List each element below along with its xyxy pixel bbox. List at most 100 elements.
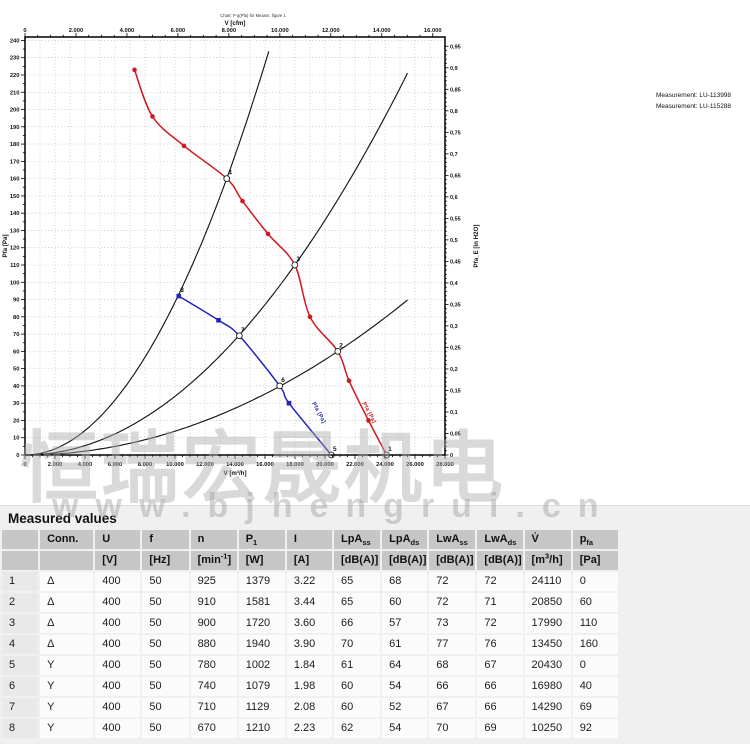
- svg-text:100: 100: [10, 280, 20, 286]
- table-cell: 54: [382, 719, 428, 738]
- table-cell: 880: [190, 635, 237, 654]
- data-point: [216, 317, 221, 323]
- svg-text:210: 210: [10, 90, 20, 96]
- row-number: 1: [2, 572, 39, 591]
- svg-text:30: 30: [13, 401, 19, 407]
- svg-text:170: 170: [10, 159, 20, 165]
- svg-text:80: 80: [13, 315, 19, 321]
- table-cell: 50: [142, 656, 189, 675]
- measurement-labels: Measurement: LU-113998 Measurement: LU-1…: [656, 90, 731, 112]
- row-number: 3: [2, 614, 39, 633]
- table-cell: 1.98: [286, 677, 332, 696]
- table-cell: 61: [382, 635, 428, 654]
- table-cell: 400: [95, 614, 141, 633]
- table-cell: 66: [429, 677, 476, 696]
- svg-text:14.000: 14.000: [226, 462, 244, 468]
- svg-text:140: 140: [10, 211, 20, 217]
- data-point: [176, 293, 182, 299]
- table-cell: 670: [190, 719, 237, 738]
- table-cell: 400: [95, 677, 141, 696]
- table-cell: 66: [477, 677, 523, 696]
- table-cell: 72: [429, 593, 476, 612]
- table-cell: 61: [333, 656, 381, 675]
- svg-text:20.000: 20.000: [316, 462, 334, 468]
- table-cell: 1129: [238, 698, 285, 717]
- data-point: [307, 314, 313, 320]
- table-cell: 50: [142, 572, 189, 591]
- fan-performance-chart: 4 3 2 1 Pfa [Pa] 8 7 6 5 Pfa [Pa] 0 2.000 4.000 6.000…: [2, 13, 731, 477]
- svg-text:8.000: 8.000: [222, 28, 237, 34]
- svg-text:160: 160: [10, 177, 20, 183]
- svg-text:70: 70: [13, 332, 19, 338]
- column-header: LpAds: [382, 530, 428, 549]
- column-header: [2, 530, 39, 549]
- table-cell: 110: [572, 614, 618, 633]
- table-cell: 52: [382, 698, 428, 717]
- table-cell: 2.23: [286, 719, 332, 738]
- fan-curve-star-label: Pfa [Pa]: [310, 401, 326, 424]
- table-cell: 24110: [524, 572, 571, 591]
- svg-text:28.000: 28.000: [436, 462, 454, 468]
- table-cell: 60: [333, 698, 381, 717]
- axes: 0 2.000 4.000 6.000 8.000 10.000 12.000 14.000 1…: [2, 13, 480, 477]
- row-number: 5: [2, 656, 39, 675]
- table-row: 7 Y 400 50 710 1129 2.08 60 52 67 66 14290 69: [2, 698, 618, 717]
- table-cell: 780: [190, 656, 237, 675]
- system-curve-points-2-6: [25, 299, 408, 456]
- point-number-3: 3: [296, 256, 300, 263]
- column-header: pfa: [572, 530, 618, 549]
- table-cell: 14290: [524, 698, 571, 717]
- table-cell: 64: [382, 656, 428, 675]
- table-cell: 76: [477, 635, 523, 654]
- table-cell: 70: [429, 719, 476, 738]
- column-header: [W]: [238, 551, 285, 570]
- svg-text:0,35: 0,35: [450, 302, 461, 308]
- table-cell: 50: [142, 677, 189, 696]
- table-cell: 68: [429, 656, 476, 675]
- table-cell: 3.22: [286, 572, 332, 591]
- svg-text:6.000: 6.000: [108, 462, 123, 468]
- chart-svg: 4 3 2 1 Pfa [Pa] 8 7 6 5 Pfa [Pa] 0 2.000 4.000 6.000…: [2, 13, 480, 477]
- table-cell: 13450: [524, 635, 571, 654]
- svg-text:0,25: 0,25: [450, 345, 461, 351]
- table-cell: 66: [477, 698, 523, 717]
- table-cell: 69: [477, 719, 523, 738]
- svg-text:10.000: 10.000: [271, 28, 289, 34]
- table-cell: 60: [572, 593, 618, 612]
- column-header: [m3/h]: [524, 551, 571, 570]
- system-curve-points-4-8: [24, 51, 270, 456]
- table-cell: 50: [142, 635, 189, 654]
- svg-text:4.000: 4.000: [120, 28, 135, 34]
- table-row: 3 Δ 400 50 900 1720 3.60 66 57 73 72 17990 110: [2, 614, 618, 633]
- table-cell: 50: [142, 719, 189, 738]
- data-point-7: [236, 332, 243, 340]
- table-cell: 1940: [238, 635, 285, 654]
- table-cell: 900: [190, 614, 237, 633]
- column-header: [dB(A)]: [477, 551, 523, 570]
- data-point: [346, 378, 352, 384]
- svg-text:0,95: 0,95: [450, 44, 461, 50]
- data-point-2: [334, 348, 342, 355]
- svg-text:0,4: 0,4: [450, 281, 459, 287]
- table-cell: 3.60: [286, 614, 332, 633]
- table-cell: 17990: [524, 614, 571, 633]
- row-number: 2: [2, 593, 39, 612]
- table-cell: 400: [95, 656, 141, 675]
- table-cell: 40: [572, 677, 618, 696]
- svg-text:150: 150: [10, 194, 20, 200]
- column-header: f: [142, 530, 189, 549]
- point-number-5: 5: [333, 446, 337, 453]
- svg-text:0,75: 0,75: [450, 130, 461, 136]
- table-cell: 57: [382, 614, 428, 633]
- y-axis-right-title: Pfa_E [in H2O]: [473, 225, 480, 268]
- column-header: [dB(A)]: [429, 551, 476, 570]
- row-number: 4: [2, 635, 39, 654]
- data-point: [265, 231, 271, 237]
- svg-text:0,15: 0,15: [450, 388, 461, 394]
- table-cell: 70: [333, 635, 381, 654]
- connection-type: Δ: [40, 635, 94, 654]
- table-row: 8 Y 400 50 670 1210 2.23 62 54 70 69 10250 92: [2, 719, 618, 738]
